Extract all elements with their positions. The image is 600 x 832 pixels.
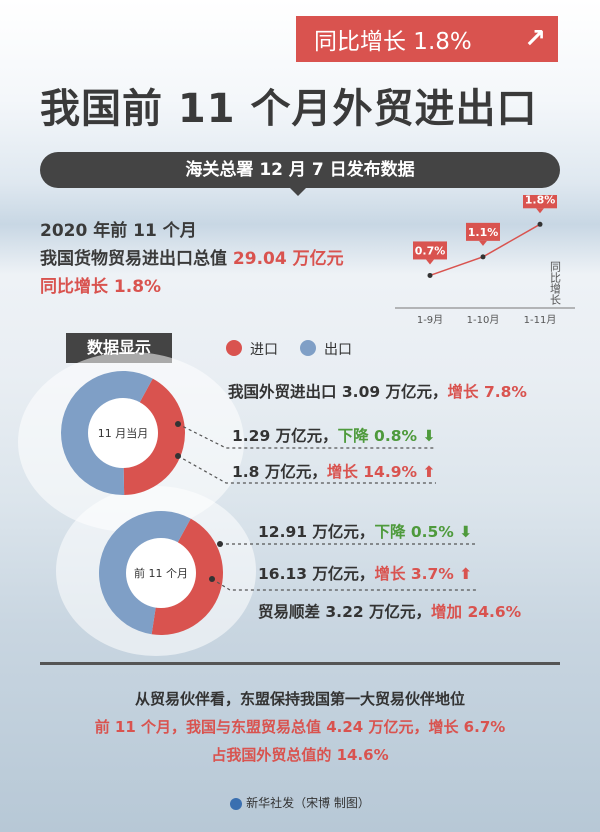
summary-line-1: 2020 年前 11 个月 xyxy=(40,221,197,241)
source-banner: 海关总署 12 月 7 日发布数据 xyxy=(40,152,560,196)
page-title: 我国前 11 个月外贸进出口 xyxy=(40,86,538,132)
month-import-change: 下降 0.8% xyxy=(337,427,418,445)
legend-import-label: 进口 xyxy=(250,342,278,358)
donut-month: 11 月当月 xyxy=(60,371,185,495)
data-label-box xyxy=(413,241,447,260)
ytd-export-value: 16.13 万亿元， xyxy=(258,565,375,583)
line-point xyxy=(537,221,543,227)
ytd-surplus-prefix: 贸易顺差 3.22 万亿元， xyxy=(258,603,432,621)
growth-line-chart: 0.7% 1-9月 1.1% 1-10月 1.8% 1-11月 同比增长 xyxy=(395,195,575,326)
x-tick-label: 1-11月 xyxy=(524,314,557,326)
banner-pointer xyxy=(288,186,308,196)
leader-dot-2 xyxy=(175,453,181,459)
month-total-row: 我国外贸进出口 3.09 万亿元，增长 7.8% xyxy=(228,380,527,402)
line-point xyxy=(427,272,433,278)
month-export-value: 1.8 万亿元， xyxy=(232,463,327,481)
ytd-import-change: 下降 0.5% xyxy=(374,523,454,541)
footer-line-3: 占我国外贸总值的 14.6% xyxy=(211,746,389,764)
x-tick-label: 1-10月 xyxy=(467,314,500,326)
month-export-row: 1.8 万亿元，增长 14.9% ⬆ xyxy=(232,460,435,482)
summary-line-3: 同比增长 1.8% xyxy=(40,277,162,297)
data-label-box xyxy=(523,195,557,209)
ytd-surplus-row: 贸易顺差 3.22 万亿元，增加 24.6% xyxy=(258,600,521,622)
donut-ytd-center-label: 前 11 个月 xyxy=(134,566,188,580)
leader-dot-4 xyxy=(209,576,215,582)
data-label-pointer xyxy=(536,208,544,214)
data-label: 1.1% xyxy=(468,226,499,239)
leader-ytd-export xyxy=(211,578,476,591)
credit: 新华社发（宋博 制图） xyxy=(0,794,600,811)
banner-text: 海关总署 12 月 7 日发布数据 xyxy=(185,160,415,180)
summary-line-2-prefix: 我国货物贸易进出口总值 xyxy=(40,249,233,269)
leader-dot-1 xyxy=(175,421,181,427)
divider xyxy=(40,662,560,665)
month-import-row: 1.29 万亿元，下降 0.8% ⬇ xyxy=(232,424,435,446)
donut-month-center-label: 11 月当月 xyxy=(98,426,149,440)
up-arrow-icon: ⬆ xyxy=(422,463,436,481)
xinhua-logo-icon xyxy=(230,797,243,810)
leader-month-export xyxy=(177,455,436,484)
y-axis-label: 同比增长 xyxy=(549,261,562,305)
ytd-surplus-change: 增加 24.6% xyxy=(431,603,522,621)
ytd-import-row: 12.91 万亿元，下降 0.5% ⬇ xyxy=(258,520,472,542)
data-label-pointer xyxy=(426,259,434,265)
x-tick-label: 1-9月 xyxy=(417,314,443,326)
legend-export-label: 出口 xyxy=(324,342,352,358)
footer-line-2: 前 11 个月，我国与东盟贸易总值 4.24 万亿元，增长 6.7% xyxy=(94,718,506,736)
up-arrow-icon: ↗ xyxy=(524,24,546,54)
ytd-export-change: 增长 3.7% xyxy=(374,565,454,583)
legend-export-dot xyxy=(300,340,316,356)
down-arrow-icon: ⬇ xyxy=(422,427,436,445)
down-arrow-icon: ⬇ xyxy=(459,523,473,541)
month-total-prefix: 我国外贸进出口 3.09 万亿元， xyxy=(228,383,448,401)
badge-text: 同比增长 1.8% xyxy=(314,29,472,55)
up-arrow-icon: ⬆ xyxy=(459,565,473,583)
data-label: 1.8% xyxy=(525,195,556,206)
donut-ytd: 前 11 个月 xyxy=(98,511,223,635)
data-label: 0.7% xyxy=(415,244,446,257)
month-total-change: 增长 7.8% xyxy=(447,383,527,401)
data-label-box xyxy=(466,222,500,241)
data-label-pointer xyxy=(479,240,487,246)
line-point xyxy=(480,254,486,260)
growth-badge: 同比增长 1.8% ↗ xyxy=(296,16,558,62)
month-import-value: 1.29 万亿元， xyxy=(232,427,338,445)
leader-month-import xyxy=(177,423,436,449)
ytd-import-value: 12.91 万亿元， xyxy=(258,523,375,541)
legend-import-dot xyxy=(226,340,242,356)
summary-total-value: 29.04 万亿元 xyxy=(232,249,344,269)
credit-text: 新华社发（宋博 制图） xyxy=(246,796,370,810)
summary-line-2: 我国货物贸易进出口总值 29.04 万亿元 xyxy=(40,244,344,269)
footer-line-1: 从贸易伙伴看，东盟保持我国第一大贸易伙伴地位 xyxy=(134,690,465,708)
ytd-export-row: 16.13 万亿元，增长 3.7% ⬆ xyxy=(258,562,472,584)
month-export-change: 增长 14.9% xyxy=(326,463,418,481)
leader-dot-3 xyxy=(217,541,223,547)
